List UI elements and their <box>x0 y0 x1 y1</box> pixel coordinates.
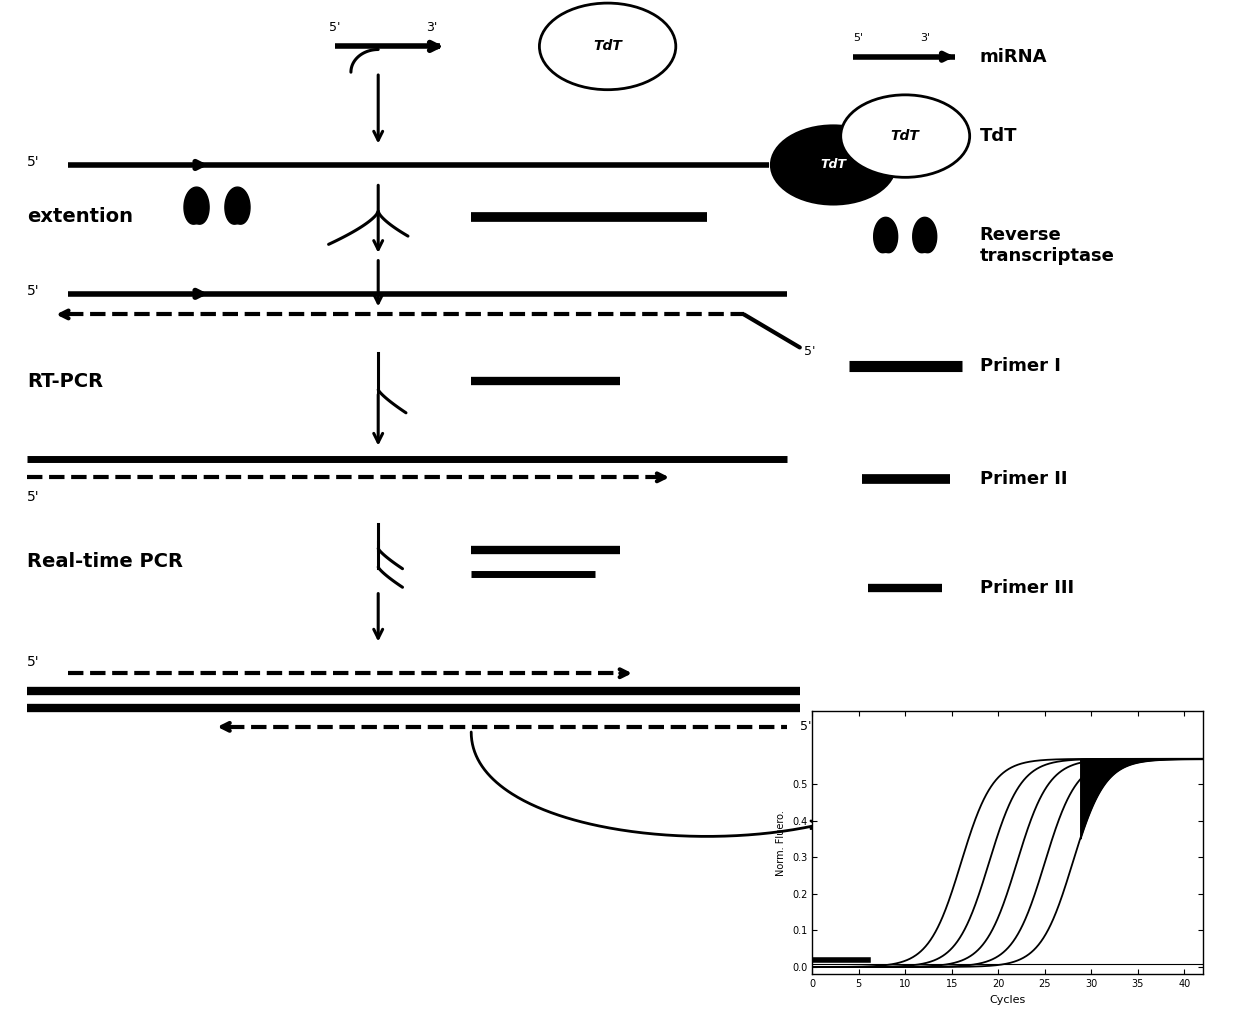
Text: TdT: TdT <box>980 127 1017 145</box>
Text: Reverse
transcriptase: Reverse transcriptase <box>980 226 1115 265</box>
Text: Primer II: Primer II <box>980 470 1068 489</box>
X-axis label: Cycles: Cycles <box>990 995 1025 1005</box>
Text: 5': 5' <box>800 721 811 733</box>
Text: 5': 5' <box>27 490 40 504</box>
Text: 5': 5' <box>853 33 863 43</box>
Text: Primer I: Primer I <box>980 357 1060 375</box>
Text: 5': 5' <box>27 655 40 669</box>
Text: 3': 3' <box>920 33 930 43</box>
Text: 5': 5' <box>804 345 815 358</box>
Ellipse shape <box>539 3 676 90</box>
Text: TdT: TdT <box>593 39 622 54</box>
Text: Real-time PCR: Real-time PCR <box>27 553 184 571</box>
Text: 5': 5' <box>27 284 40 298</box>
Text: 5': 5' <box>27 155 40 169</box>
Polygon shape <box>913 218 936 253</box>
Text: RT-PCR: RT-PCR <box>27 372 103 391</box>
Ellipse shape <box>841 95 970 177</box>
Text: 5': 5' <box>329 22 341 34</box>
Polygon shape <box>184 187 210 224</box>
Ellipse shape <box>771 126 895 204</box>
Polygon shape <box>874 218 898 253</box>
Text: extention: extention <box>27 207 133 226</box>
Text: Primer III: Primer III <box>980 578 1074 597</box>
Text: 3': 3' <box>425 22 438 34</box>
Polygon shape <box>224 187 250 224</box>
Text: TdT: TdT <box>890 129 920 143</box>
Text: miRNA: miRNA <box>980 47 1047 66</box>
Text: TdT: TdT <box>821 159 846 171</box>
Y-axis label: Norm. Fluero.: Norm. Fluero. <box>776 810 786 875</box>
